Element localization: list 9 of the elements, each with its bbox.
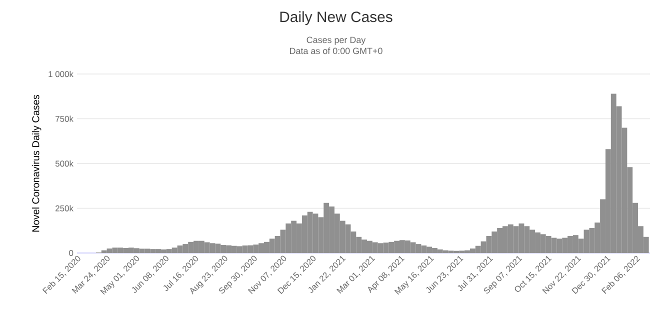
chart-subtitle: Cases per Day (306, 36, 366, 45)
y-axis-title: Novel Coronavirus Daily Cases (32, 94, 42, 232)
y-tick-label: 1 000k (48, 70, 74, 78)
y-tick-label: 250k (56, 205, 74, 212)
y-tick-label: 750k (56, 116, 74, 122)
chart-title: Daily New Cases (280, 11, 392, 26)
y-tick-label: 0 (69, 250, 74, 256)
text: Data as of 0:00 GMT+0 (290, 48, 382, 54)
y-tick-label: 500k (55, 160, 74, 167)
